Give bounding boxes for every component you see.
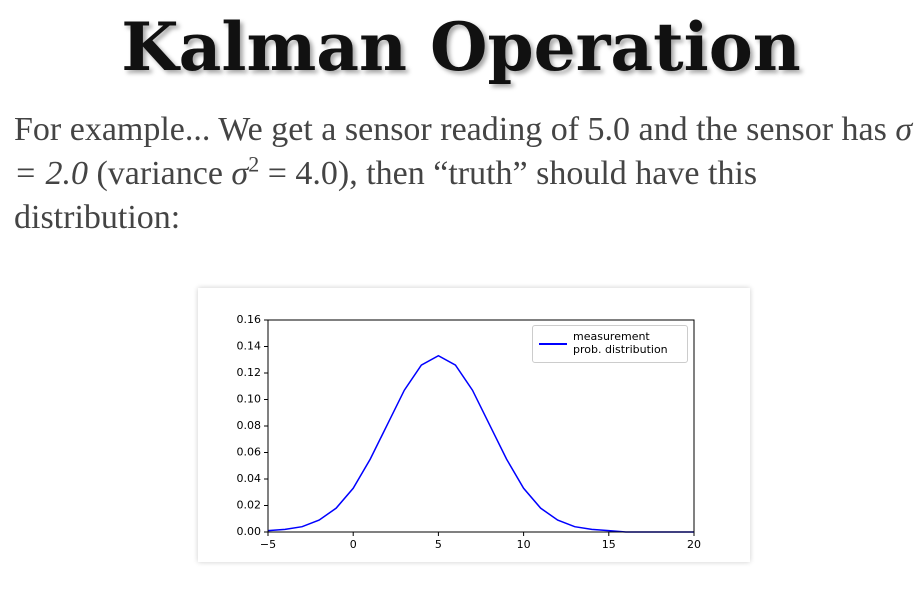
data-line	[267, 354, 694, 533]
y-tick-label: 0.14	[237, 340, 262, 353]
math: σ	[231, 155, 249, 192]
y-tick-label: 0.10	[237, 393, 262, 406]
x-tick-label: 20	[687, 538, 701, 551]
y-tick-label: 0.04	[237, 472, 262, 485]
y-tick-label: 0.02	[237, 499, 262, 512]
plot-frame	[267, 319, 695, 533]
text: and the sensor has	[630, 111, 896, 148]
body-text: For example... We get a sensor reading o…	[14, 108, 914, 240]
legend-swatch	[539, 343, 567, 345]
slide-title: Kalman Operation	[121, 8, 801, 86]
legend-label: measurement prob. distribution	[573, 330, 668, 356]
x-tick-label: 5	[435, 538, 442, 551]
text: = 4.0), then “truth” should have this di…	[14, 155, 758, 236]
x-tick-label: −5	[260, 538, 276, 551]
text: (variance	[87, 155, 232, 192]
y-tick-label: 0.16	[237, 313, 262, 326]
math: σ = 2.0	[14, 111, 913, 192]
math: 2	[248, 151, 260, 177]
x-tick-label: 0	[350, 538, 357, 551]
legend: measurement prob. distribution	[532, 325, 688, 363]
text: 5.0	[587, 111, 631, 148]
y-tick-label: 0.06	[237, 446, 262, 459]
x-tick-label: 10	[517, 538, 531, 551]
y-tick-label: 0.00	[237, 525, 262, 538]
y-tick-label: 0.08	[237, 419, 262, 432]
y-tick-label: 0.12	[237, 366, 262, 379]
text: For example... We get a sensor reading o…	[14, 111, 588, 148]
x-tick-label: 15	[602, 538, 616, 551]
